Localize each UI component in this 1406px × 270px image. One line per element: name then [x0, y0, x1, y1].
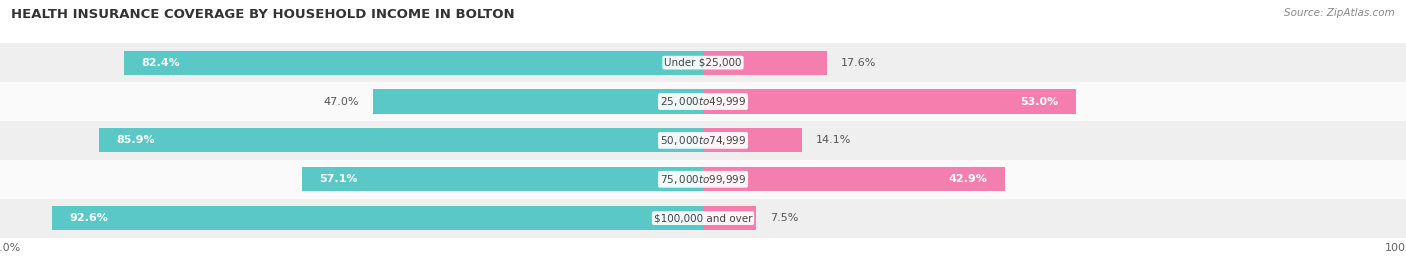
- Bar: [373, 89, 703, 114]
- Bar: [52, 206, 703, 230]
- Text: $25,000 to $49,999: $25,000 to $49,999: [659, 95, 747, 108]
- Text: 47.0%: 47.0%: [323, 96, 359, 107]
- Text: 82.4%: 82.4%: [141, 58, 180, 68]
- Text: Under $25,000: Under $25,000: [664, 58, 742, 68]
- Text: Source: ZipAtlas.com: Source: ZipAtlas.com: [1284, 8, 1395, 18]
- Text: $75,000 to $99,999: $75,000 to $99,999: [659, 173, 747, 186]
- Bar: [703, 167, 1004, 191]
- Bar: [0, 82, 1406, 121]
- Bar: [0, 199, 1406, 238]
- Bar: [0, 43, 1406, 82]
- Text: 57.1%: 57.1%: [319, 174, 357, 184]
- Text: 7.5%: 7.5%: [770, 213, 799, 223]
- Text: 53.0%: 53.0%: [1019, 96, 1057, 107]
- Text: 42.9%: 42.9%: [948, 174, 987, 184]
- Bar: [703, 206, 756, 230]
- Text: $50,000 to $74,999: $50,000 to $74,999: [659, 134, 747, 147]
- Text: 92.6%: 92.6%: [69, 213, 108, 223]
- Text: $100,000 and over: $100,000 and over: [654, 213, 752, 223]
- Bar: [0, 121, 1406, 160]
- Text: 85.9%: 85.9%: [117, 135, 155, 146]
- Bar: [703, 50, 827, 75]
- Bar: [703, 128, 801, 153]
- Bar: [124, 50, 703, 75]
- Bar: [0, 160, 1406, 199]
- Text: 14.1%: 14.1%: [815, 135, 852, 146]
- Bar: [703, 89, 1076, 114]
- Bar: [98, 128, 703, 153]
- Text: 17.6%: 17.6%: [841, 58, 876, 68]
- Text: HEALTH INSURANCE COVERAGE BY HOUSEHOLD INCOME IN BOLTON: HEALTH INSURANCE COVERAGE BY HOUSEHOLD I…: [11, 8, 515, 21]
- Bar: [301, 167, 703, 191]
